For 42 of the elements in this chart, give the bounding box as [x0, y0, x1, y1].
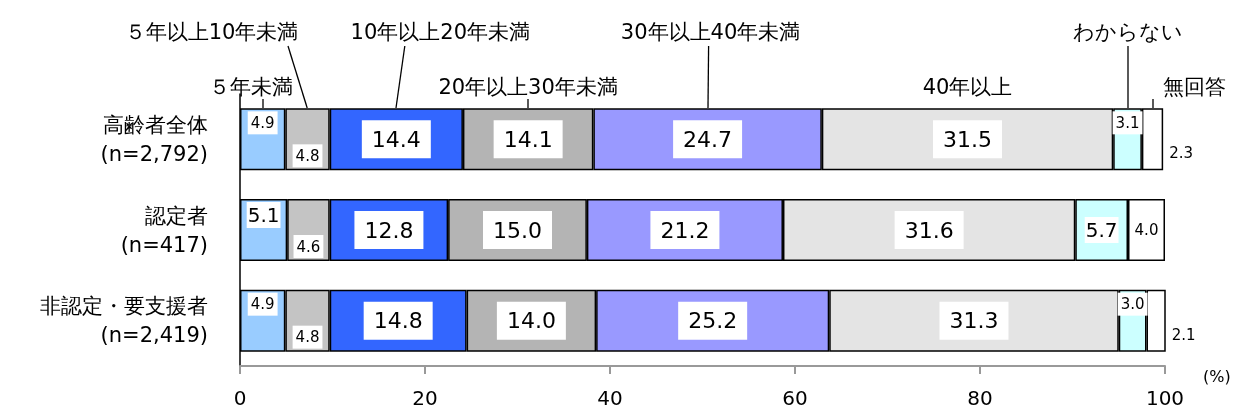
y-tick-label: 非認定・要支援者 (n=2,419): [40, 294, 208, 348]
series-label: 無回答: [1163, 75, 1226, 100]
text: わからない: [1072, 20, 1183, 45]
data-label: 2.3: [1169, 144, 1194, 163]
data-label: 31.5: [943, 126, 992, 152]
data-label: 3.0: [1120, 295, 1145, 314]
text: ５年以上10年未満: [124, 20, 299, 45]
text: 10年以上20年未満: [350, 20, 531, 45]
series-label: 40年以上: [922, 75, 1013, 100]
data-label: 31.6: [904, 217, 954, 243]
data-label: 4.0: [1134, 221, 1159, 239]
data-label: 4.9: [250, 113, 275, 132]
data-label: 14.0: [506, 308, 556, 334]
x-tick-label: 80: [967, 386, 993, 410]
data-label: 4.9: [250, 295, 275, 314]
data-label: 15.0: [493, 217, 542, 243]
data-label: 4.8: [295, 328, 320, 347]
data-label: 4.8: [295, 146, 320, 165]
x-tick-label: 0: [233, 386, 247, 410]
series-label: ５年未満: [208, 75, 293, 100]
y-tick-label: 高齢者全体 (n=2,792): [100, 112, 208, 166]
data-label: 14.1: [503, 126, 553, 152]
data-label: 5.1: [247, 203, 280, 227]
data-label: 31.3: [949, 308, 999, 334]
text: 30年以上40年未満: [620, 20, 801, 45]
data-label: 2.1: [1171, 325, 1196, 344]
y-tick-label: 認定者 (n=417): [120, 203, 208, 257]
x-tick-label: 40: [597, 386, 623, 410]
data-label: 14.8: [373, 308, 423, 334]
data-label: 25.2: [688, 308, 738, 334]
data-label: 12.8: [364, 217, 414, 243]
data-label: 4.6: [296, 237, 321, 256]
data-label: 24.7: [683, 126, 733, 152]
data-label: 5.7: [1085, 218, 1118, 242]
series-label: 20年以上30年未満: [438, 75, 618, 100]
data-label: 21.2: [660, 217, 710, 243]
x-axis-title: (%): [1203, 366, 1231, 386]
x-tick-label: 100: [1145, 386, 1185, 410]
x-tick-label: 20: [412, 386, 438, 410]
data-label: 14.4: [371, 126, 421, 152]
x-tick-label: 60: [782, 386, 808, 410]
data-label: 3.1: [1115, 113, 1140, 132]
